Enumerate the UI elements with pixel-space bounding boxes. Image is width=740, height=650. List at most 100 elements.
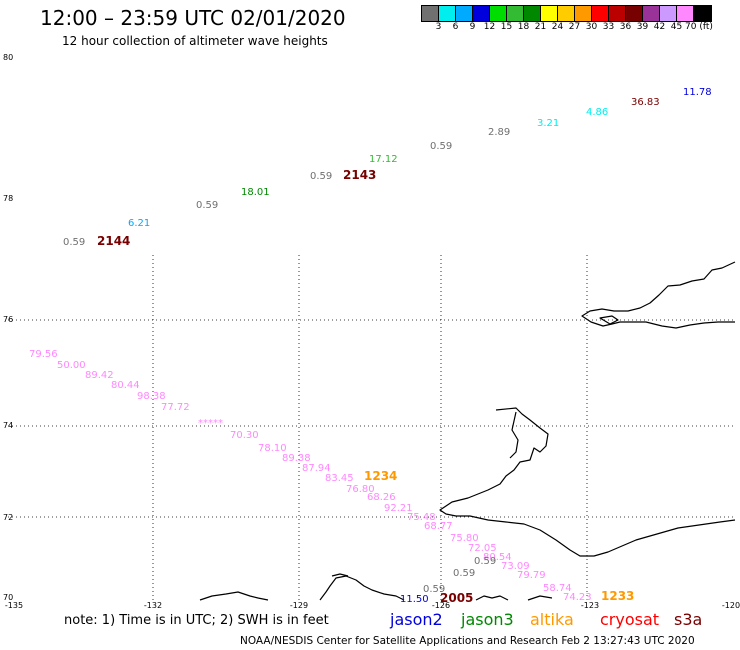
units-note: note: 1) Time is in UTC; 2) SWH is in fe… [64, 613, 329, 628]
color-legend-label: 33 [602, 22, 615, 32]
lon-label: -135 [5, 601, 23, 610]
wave-height-label: 11.50 [400, 594, 429, 605]
pass-time-label: 1233 [601, 589, 634, 603]
wave-height-label: 98.38 [137, 391, 166, 402]
wave-height-label: 89.38 [282, 453, 311, 464]
color-legend-label: 24 [551, 22, 564, 32]
wave-height-label: 0.59 [423, 584, 445, 595]
color-legend-label: 30 [585, 22, 598, 32]
wave-height-label: 83.45 [325, 473, 354, 484]
wave-height-label: 75.80 [450, 533, 479, 544]
wave-height-label: 74.23 [563, 592, 592, 603]
color-legend-label: 27 [568, 22, 581, 32]
wave-height-label: 0.59 [63, 237, 85, 248]
color-legend-label: 42 [653, 22, 666, 32]
color-swatch [473, 6, 490, 21]
satellite-label-cryosat: cryosat [600, 610, 660, 629]
color-swatch [660, 6, 677, 21]
coastline-banks-island [581, 261, 736, 329]
footer-note-row: note: 1) Time is in UTC; 2) SWH is in fe… [0, 610, 740, 632]
color-legend-label: 36 [619, 22, 632, 32]
coastline [199, 261, 736, 601]
coastline-islet [599, 315, 619, 325]
color-legend-label: 18 [517, 22, 530, 32]
color-swatch [694, 6, 711, 21]
color-legend-label: 21 [534, 22, 547, 32]
color-swatch [558, 6, 575, 21]
pass-time-label: 2144 [97, 234, 130, 248]
track-upper: 0.59 2144 6.21 0.59 18.01 0.59 2143 17.12 0.59 2.… [63, 87, 712, 248]
satellite-label-s3a: s3a [674, 610, 703, 629]
color-legend-label: 15 [500, 22, 513, 32]
color-legend-label: 39 [636, 22, 649, 32]
pass-time-label: 2143 [343, 168, 376, 182]
color-swatch [456, 6, 473, 21]
credit-line: NOAA/NESDIS Center for Satellite Applica… [240, 635, 695, 647]
color-swatch [592, 6, 609, 21]
color-swatch [609, 6, 626, 21]
wave-height-label: 77.72 [161, 402, 190, 413]
wave-height-label: 3.21 [537, 118, 559, 129]
coastline-fjord [509, 411, 519, 459]
wave-height-label: 73.09 [501, 561, 530, 572]
wave-height-label: 6.21 [128, 218, 150, 229]
lat-label: 80 [3, 53, 13, 62]
wave-height-label: 0.59 [196, 200, 218, 211]
color-swatch [677, 6, 694, 21]
coastline-notch [331, 573, 349, 577]
color-legend-label: 6 [452, 22, 459, 32]
wave-height-label: 17.12 [369, 154, 398, 165]
wave-height-label: 80.54 [483, 552, 512, 563]
pass-time-label: 2005 [440, 591, 473, 605]
wave-height-label: 70.30 [230, 430, 259, 441]
lon-labels: -135 -132 -129 -126 -123 -120 [5, 601, 740, 610]
wave-height-label: 0.59 [430, 141, 452, 152]
lon-label: -120 [722, 601, 740, 610]
wave-height-label: 89.42 [85, 370, 114, 381]
wave-height-label: 75.48 [407, 512, 436, 523]
wave-height-label: 72.05 [468, 543, 497, 554]
color-legend [421, 5, 712, 22]
wave-height-label: 78.10 [258, 443, 287, 454]
lat-label: 78 [3, 194, 13, 203]
wave-height-label: 92.21 [384, 503, 413, 514]
color-swatch [524, 6, 541, 21]
lat-label: 72 [3, 513, 13, 522]
color-swatch [626, 6, 643, 21]
color-legend-label: 12 [483, 22, 496, 32]
wave-height-label: 0.59 [310, 171, 332, 182]
wave-height-label: 76.80 [346, 484, 375, 495]
satellite-label-jason2: jason2 [390, 610, 443, 629]
coastline-mainland-south [199, 575, 553, 601]
lon-label: -126 [432, 601, 450, 610]
wave-height-label: ***** [198, 418, 223, 429]
graticule [8, 255, 735, 600]
color-swatch [439, 6, 456, 21]
page-subtitle: 12 hour collection of altimeter wave hei… [62, 34, 328, 48]
lat-label: 76 [3, 315, 13, 324]
wave-height-label: 79.79 [517, 570, 546, 581]
color-swatch [422, 6, 439, 21]
color-swatch [490, 6, 507, 21]
wave-height-label: 2.89 [488, 127, 510, 138]
color-swatch [575, 6, 592, 21]
wave-height-label: 0.59 [453, 568, 475, 579]
satellite-label-altika: altika [530, 610, 574, 629]
satellite-label-jason3: jason3 [461, 610, 514, 629]
color-legend-label: 9 [469, 22, 476, 32]
wave-height-label: 58.74 [543, 583, 572, 594]
lon-label: -132 [144, 601, 162, 610]
lon-label: -123 [581, 601, 599, 610]
color-legend-label: 3 [435, 22, 442, 32]
color-legend-label: 45 [670, 22, 683, 32]
coastline-amundsen-gulf [439, 407, 736, 557]
lat-label: 74 [3, 421, 13, 430]
wave-height-label: 4.86 [586, 107, 608, 118]
wave-height-label: 0.59 [474, 556, 496, 567]
page-title: 12:00 – 23:59 UTC 02/01/2020 [40, 6, 346, 30]
color-swatch [507, 6, 524, 21]
color-swatch [541, 6, 558, 21]
lat-labels: 80 78 76 74 72 70 [3, 53, 13, 602]
